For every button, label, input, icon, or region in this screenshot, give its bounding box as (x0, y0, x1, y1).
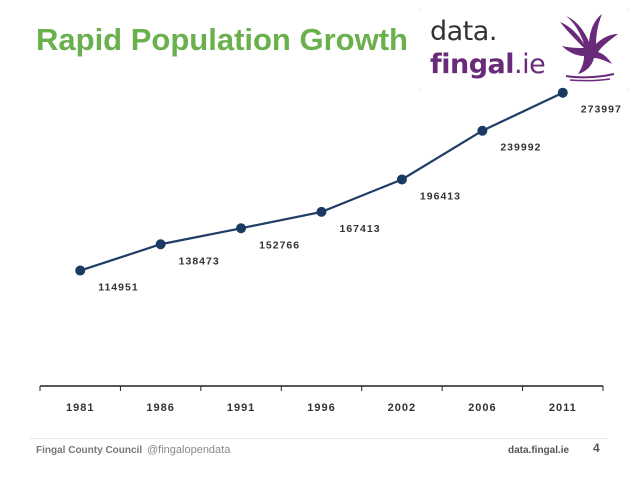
data-label-1991: 152766 (259, 239, 300, 251)
data-point-1991 (236, 223, 247, 234)
data-point-2002 (396, 174, 407, 185)
footer-website-link[interactable]: data.fingal.ie (508, 445, 570, 456)
slide-title: Rapid Population Growth (36, 22, 408, 57)
x-tick-label-1981: 1981 (66, 402, 94, 414)
x-tick-label-1996: 1996 (307, 402, 335, 414)
logo-corner-mark: ⸜ (418, 86, 422, 92)
bird-logo-icon (560, 14, 618, 82)
x-tick-label-2011: 2011 (549, 402, 577, 414)
logo-corner-mark: ⸝ (418, 6, 422, 12)
data-fingal-logo[interactable]: ⸝ ⸜ ⸜ ⸝ data. fingal.ie (418, 6, 630, 92)
data-point-2006 (477, 125, 488, 136)
data-point-1996 (316, 206, 327, 217)
x-tick-label-1991: 1991 (227, 402, 255, 414)
data-point-2011 (557, 87, 568, 98)
x-tick-label-2002: 2002 (388, 402, 416, 414)
logo-corner-mark: ⸜ (626, 6, 630, 12)
data-label-2011: 273997 (581, 104, 622, 116)
data-point-1981 (75, 265, 86, 276)
data-label-2002: 196413 (420, 190, 461, 202)
logo-text-data: data. (430, 16, 497, 47)
population-series-line (79, 91, 564, 272)
x-tick-label-1986: 1986 (146, 402, 174, 414)
data-label-2006: 239992 (500, 142, 541, 154)
data-label-1981: 114951 (98, 282, 138, 294)
footer-org-name: Fingal County Council (36, 445, 143, 456)
logo-text-fingal: fingal.ie (430, 49, 546, 80)
data-label-1986: 138473 (179, 255, 220, 267)
footer-twitter-handle[interactable]: @fingalopendata (147, 444, 231, 456)
page-number: 4 (593, 441, 600, 455)
logo-text-tld: .ie (514, 49, 546, 80)
data-label-1996: 167413 (340, 223, 381, 235)
logo-text-fingal-main: fingal (430, 49, 515, 80)
x-tick-label-2006: 2006 (468, 402, 496, 414)
logo-corner-mark: ⸝ (626, 86, 630, 92)
footer-divider (30, 438, 608, 439)
data-point-1986 (155, 239, 166, 250)
